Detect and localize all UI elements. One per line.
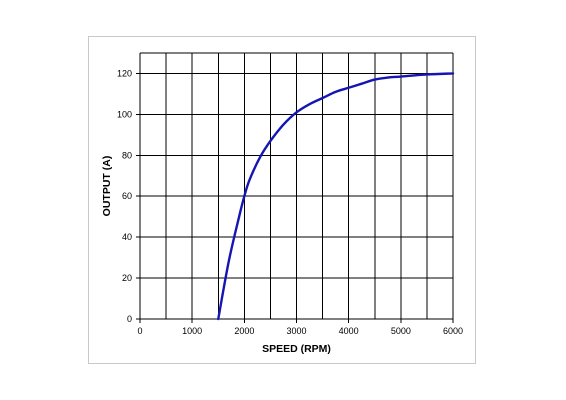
y-tick-label-1: 20: [122, 273, 132, 283]
x-tick-labels: 0 1000 2000 3000 4000 5000 6000: [137, 326, 463, 336]
x-tick-label-0: 0: [137, 326, 142, 336]
chart-frame: [88, 36, 476, 364]
y-tick-label-4: 80: [122, 150, 132, 160]
x-tick-label-5: 5000: [391, 326, 411, 336]
y-tick-labels: 0 20 40 60 80 100 120: [117, 68, 132, 324]
series-layer: [217, 72, 455, 321]
x-tick-label-4: 4000: [339, 326, 359, 336]
y-tick-label-3: 60: [122, 191, 132, 201]
x-axis-title: SPEED (RPM): [262, 343, 331, 355]
x-tick-label-1: 1000: [182, 326, 202, 336]
x-tick-label-2: 2000: [234, 326, 254, 336]
y-tick-label-2: 40: [122, 232, 132, 242]
x-tick-label-6: 6000: [443, 326, 463, 336]
y-axis-title: OUTPUT (A): [101, 156, 113, 217]
y-tick-label-5: 100: [117, 109, 132, 119]
x-tick-label-3: 3000: [286, 326, 306, 336]
y-tick-label-6: 120: [117, 68, 132, 78]
series-line-0: [217, 72, 455, 321]
y-tick-label-0: 0: [127, 314, 132, 324]
grid: [136, 52, 454, 323]
